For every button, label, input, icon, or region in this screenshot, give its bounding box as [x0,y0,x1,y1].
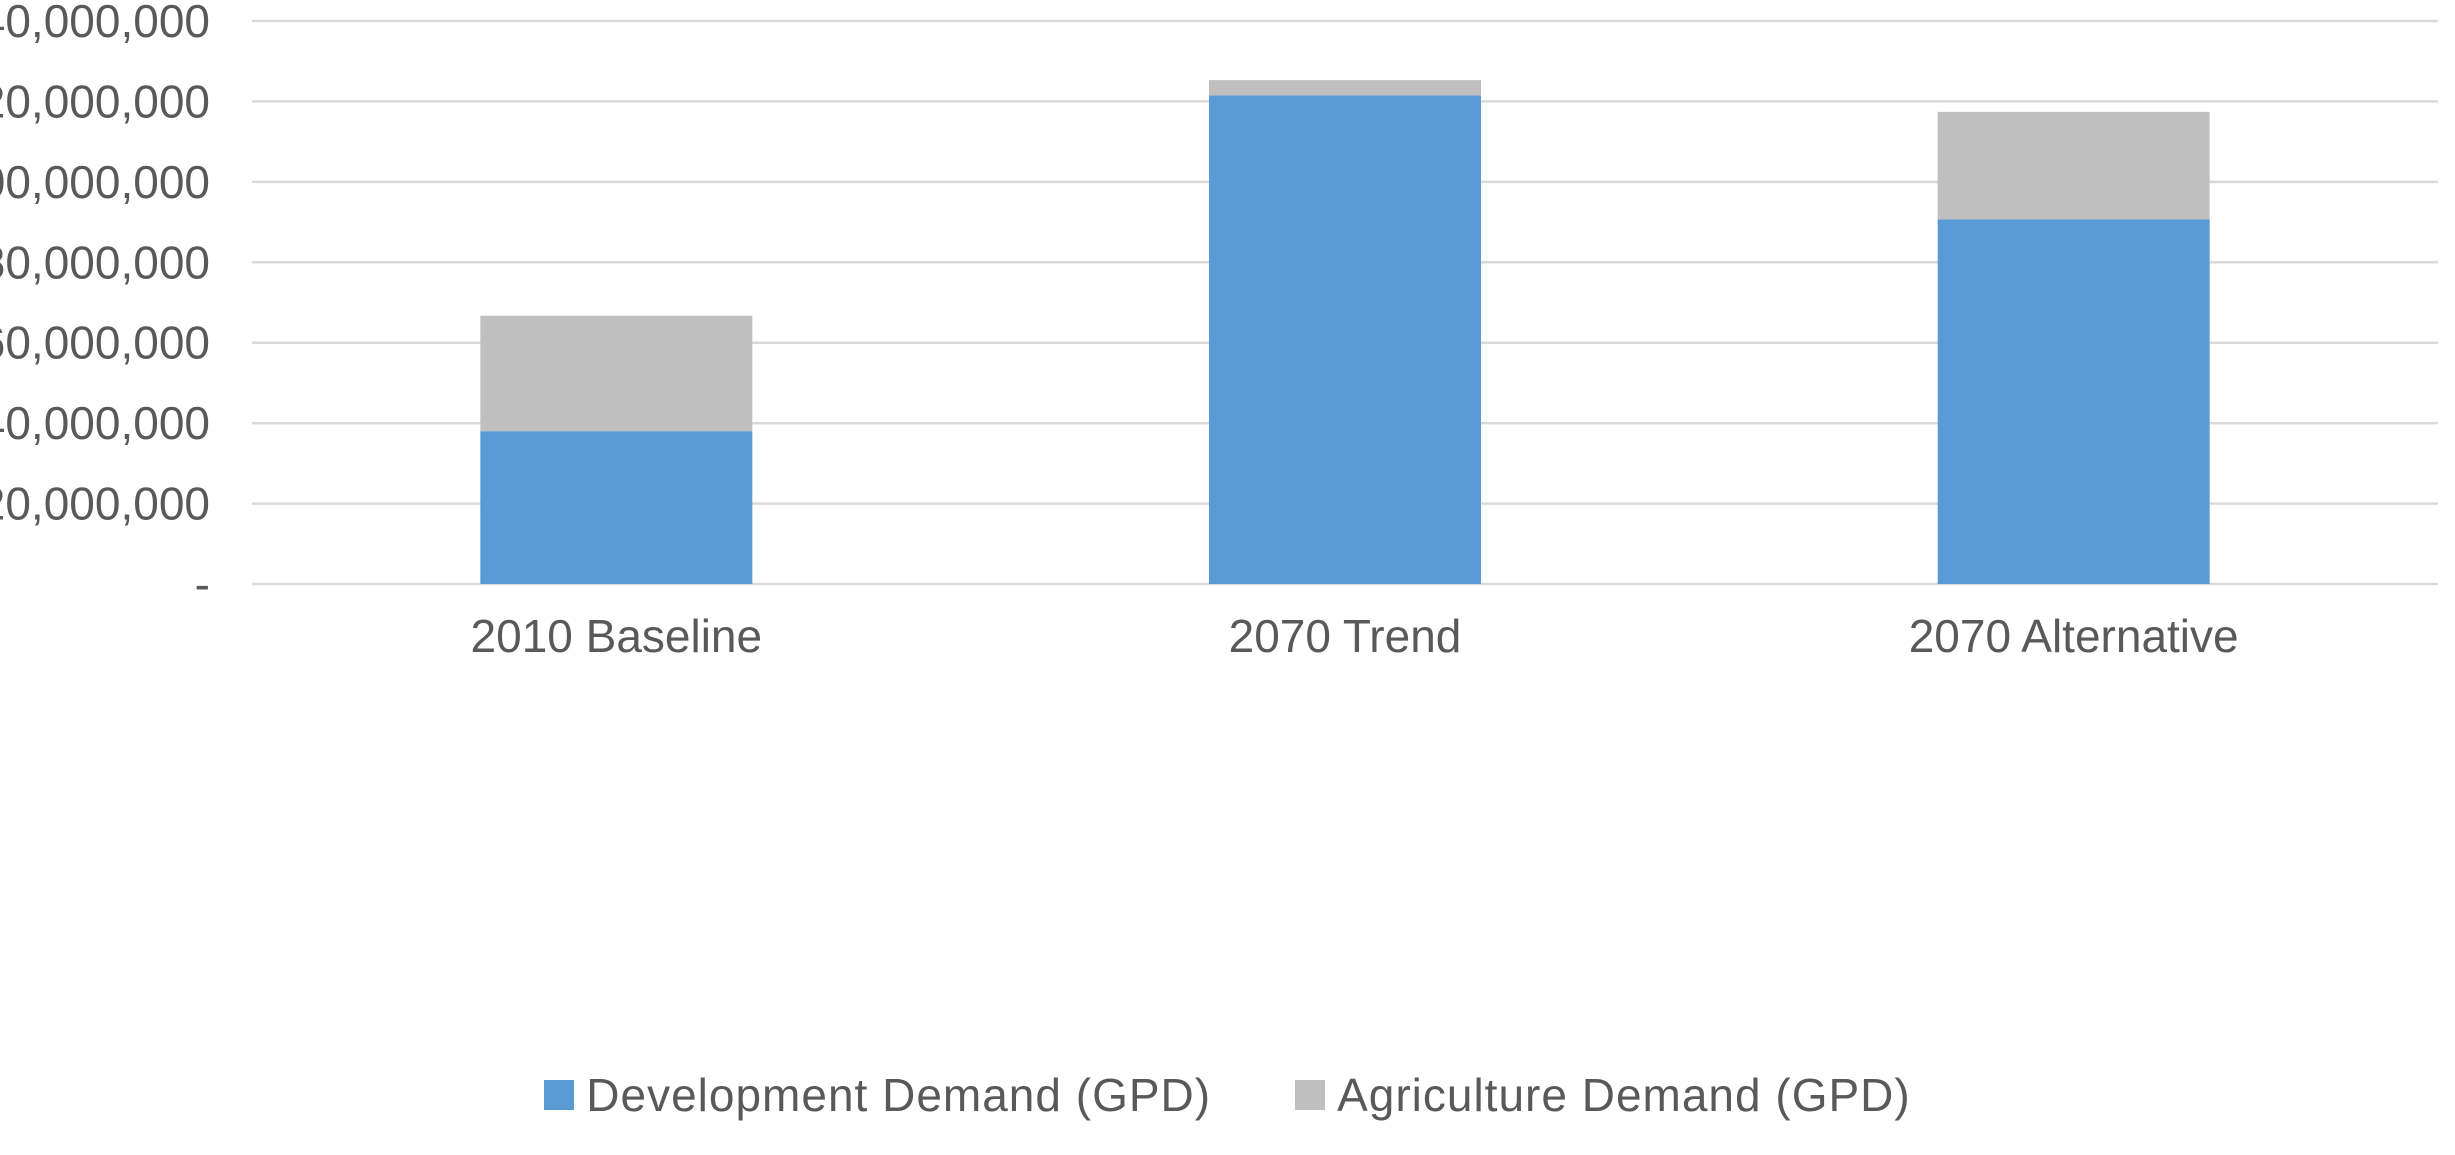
bar-segment-agriculture [1209,80,1481,96]
legend-label-development: Development Demand (GPD) [586,1069,1212,1121]
legend-swatch-development [544,1080,575,1110]
y-tick-label: 40,000,000 [0,397,210,449]
y-tick-label: 20,000,000 [0,478,210,530]
y-tick-label: 80,000,000 [0,236,210,288]
y-tick-label: 120,000,000 [0,75,210,127]
legend-item-agriculture: Agriculture Demand (GPD) [1295,1068,1911,1122]
bar-segment-development [1209,95,1481,585]
x-axis-tick-labels: 2010 Baseline 2070 Trend 2070 Alternative [471,610,2239,662]
bar-segment-development [1937,219,2210,585]
y-tick-label: 100,000,000 [0,156,210,208]
legend-swatch-agriculture [1295,1080,1326,1110]
x-tick-label: 2010 Baseline [471,610,763,662]
y-axis-tick-labels: - 20,000,000 40,000,000 60,000,000 80,000,00… [0,0,210,610]
y-tick-label: 140,000,000 [0,0,210,47]
bars [480,80,2210,585]
legend-item-development: Development Demand (GPD) [544,1068,1211,1122]
bar-segment-agriculture [1937,111,2210,220]
bar-segment-agriculture [480,315,753,432]
legend: Development Demand (GPD) Agriculture Dem… [0,1065,2455,1125]
x-tick-label: 2070 Trend [1229,610,1462,662]
x-tick-label: 2070 Alternative [1909,610,2239,662]
bar-segment-development [480,431,753,584]
y-tick-label: - [195,558,210,610]
y-tick-label: 60,000,000 [0,317,210,369]
legend-label-agriculture: Agriculture Demand (GPD) [1337,1069,1911,1121]
